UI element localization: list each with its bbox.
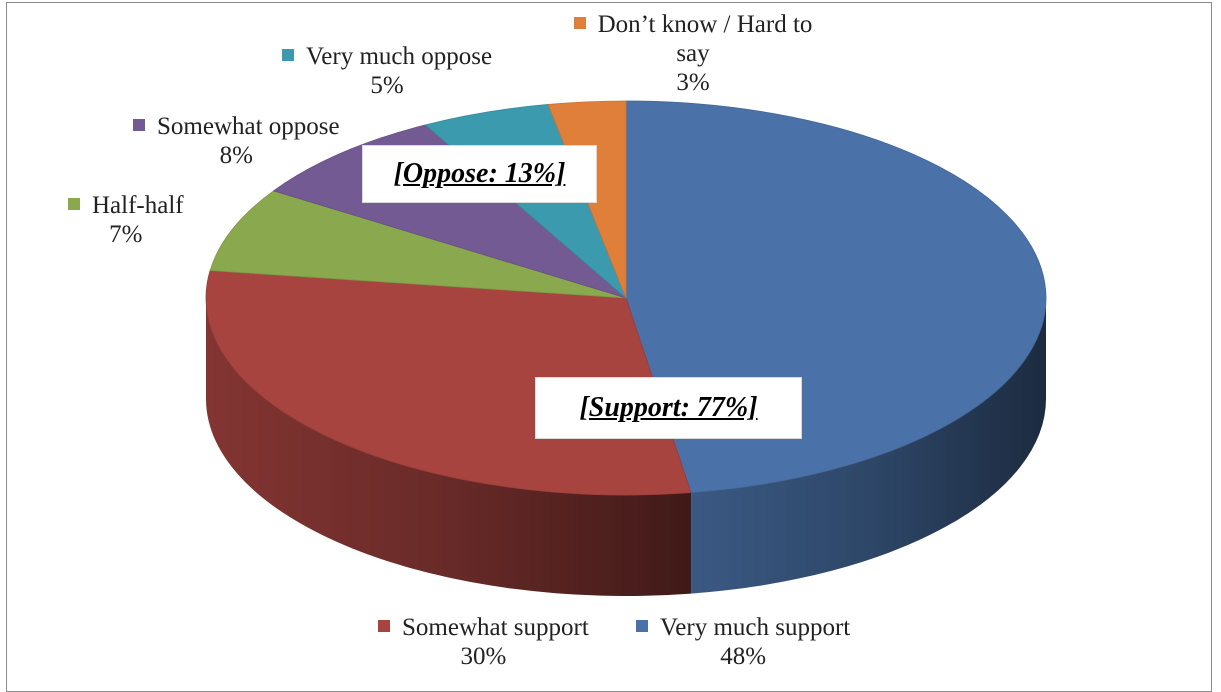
label-somewhat-support: Somewhat support 30% <box>378 613 589 671</box>
legend-swatch-somewhat-support <box>378 620 390 632</box>
pie-side-very-much-support <box>691 298 1046 594</box>
legend-swatch-half-half <box>68 198 80 210</box>
pie-chart <box>205 100 1047 596</box>
label-dont-know: Don’t know / Hard to say 3% <box>568 10 818 97</box>
pie-slice-half-half <box>209 190 627 299</box>
label-very-much-support-name: Very much support <box>660 614 851 641</box>
label-somewhat-support-value: 30% <box>460 643 507 670</box>
annotation-support: [Support: 77%] <box>535 377 802 439</box>
label-half-half-value: 7% <box>109 221 143 248</box>
pie-slice-somewhat-oppose <box>272 124 627 299</box>
label-very-much-support-value: 48% <box>720 643 767 670</box>
legend-swatch-very-much-support <box>636 620 648 632</box>
annotation-oppose: [Oppose: 13%] <box>362 145 597 203</box>
label-very-much-support: Very much support 48% <box>636 613 850 671</box>
label-very-much-oppose-value: 5% <box>370 72 404 99</box>
label-somewhat-oppose: Somewhat oppose 8% <box>133 112 340 170</box>
label-somewhat-oppose-name: Somewhat oppose <box>157 113 340 140</box>
label-very-much-oppose: Very much oppose 5% <box>282 42 492 100</box>
label-somewhat-oppose-value: 8% <box>219 142 253 169</box>
label-half-half-name: Half-half <box>92 192 184 219</box>
legend-swatch-dont-know <box>573 17 586 29</box>
legend-swatch-very-much-oppose <box>282 49 294 61</box>
label-dont-know-name: Don’t know / Hard to say <box>597 11 813 67</box>
label-somewhat-support-name: Somewhat support <box>402 614 589 641</box>
label-dont-know-value: 3% <box>676 69 710 96</box>
legend-swatch-somewhat-oppose <box>133 119 145 131</box>
pie-side-somewhat-support <box>206 298 692 596</box>
label-very-much-oppose-name: Very much oppose <box>306 43 493 70</box>
label-half-half: Half-half 7% <box>68 191 184 249</box>
